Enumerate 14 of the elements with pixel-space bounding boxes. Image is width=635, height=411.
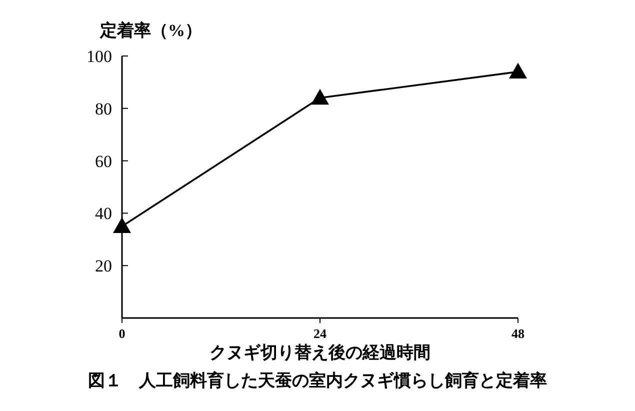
y-tick-label: 20 (95, 256, 112, 276)
point (509, 62, 527, 78)
point (311, 88, 329, 105)
x-tick-label: 48 (512, 326, 525, 341)
x-tick-label: 24 (314, 326, 327, 341)
x-tick-label: 0 (118, 326, 126, 341)
y-tick-label: 100 (86, 47, 112, 66)
y-tick-label: 80 (95, 99, 112, 118)
y-tick-label: 60 (95, 152, 112, 171)
x-axis-title: クヌギ切り替え後の経過時間 (210, 343, 430, 362)
y-axis-title: 定着率（%） (99, 21, 202, 40)
y-tick-label: 40 (95, 204, 112, 224)
point (113, 217, 131, 234)
text: 図１ 人工飼料育した天蚕の室内クヌギ慣らし飼育と定着率 (88, 370, 547, 390)
